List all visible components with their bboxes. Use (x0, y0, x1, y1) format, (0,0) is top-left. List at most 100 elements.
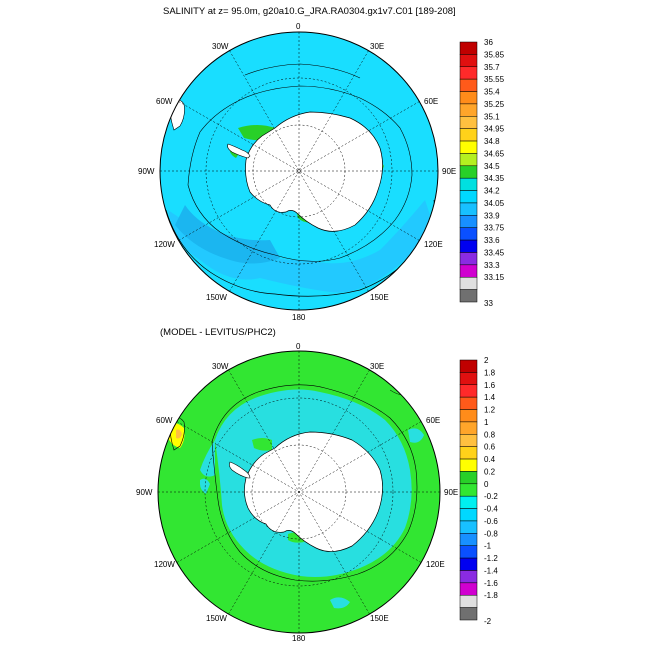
top-colorbar-label: 34.95 (484, 125, 505, 134)
top-lon-0: 0 (296, 22, 301, 31)
bottom-colorbar-label: 1.6 (484, 381, 496, 390)
bottom-colorbar-swatch (459, 396, 478, 410)
top-colorbar-label: 33.75 (484, 224, 505, 233)
bottom-lon-labels: 0 30E 60E 90E 120E 150E 180 150W 120W 90… (136, 342, 458, 643)
top-colorbar-swatch (459, 165, 478, 179)
top-colorbar-label: 33.3 (484, 261, 500, 270)
bottom-colorbar-label: -1.8 (484, 591, 498, 600)
bottom-lon-30w: 30W (212, 362, 229, 371)
bottom-colorbar-label: 1.8 (484, 368, 496, 377)
top-contour-north (244, 63, 361, 79)
bottom-colorbar-swatch (459, 409, 478, 423)
bottom-colorbar-label: -2 (484, 617, 492, 626)
top-colorbar-label: 35.55 (484, 75, 505, 84)
bottom-colorbar-swatch (459, 359, 478, 373)
top-colorbar-label: 36 (484, 38, 493, 47)
bottom-colorbar: 2 1.8 1.6 1.4 1.2 1 0.8 0.6 0.4 0.2 0 -0.2 -0.4 -0.6 -… (459, 356, 498, 626)
bottom-colorbar-label: -0.2 (484, 492, 498, 501)
top-colorbar-swatch (459, 252, 478, 266)
top-colorbar-swatch (459, 177, 478, 191)
bottom-colorbar-swatch (459, 495, 478, 509)
top-colorbar-label: 34.35 (484, 174, 505, 183)
top-colorbar-label: 33 (484, 299, 493, 308)
bottom-colorbar-swatch (459, 582, 478, 596)
top-colorbar-label: 34.65 (484, 149, 505, 158)
bottom-colorbar-label: -1.2 (484, 554, 498, 563)
bottom-colorbar-swatch (459, 471, 478, 485)
bottom-contour-ring (211, 384, 418, 582)
top-colorbar-label: 35.85 (484, 50, 505, 59)
bottom-lon-0: 0 (296, 342, 301, 351)
bottom-colorbar-label: -1.4 (484, 566, 498, 575)
bottom-colorbar-label: 0.2 (484, 467, 496, 476)
top-colorbar-swatch (459, 103, 478, 117)
top-colorbar-swatch (459, 239, 478, 253)
top-colorbar-label: 33.45 (484, 248, 505, 257)
bottom-cyan-patch-2 (408, 428, 424, 443)
bottom-colorbar-label: 0.4 (484, 455, 496, 464)
bottom-anomaly-orange (176, 429, 182, 439)
bottom-lon-150e: 150E (370, 614, 389, 623)
top-colorbar-label: 34.8 (484, 137, 500, 146)
bottom-colorbar-label: 0.6 (484, 443, 496, 452)
top-colorbar-swatch (459, 202, 478, 216)
bottom-colorbar-label: 1.2 (484, 406, 496, 415)
top-lon-120e: 120E (424, 240, 443, 249)
top-lon-120w: 120W (154, 240, 175, 249)
bottom-antarctica (244, 431, 383, 552)
top-lon-30w: 30W (212, 42, 229, 51)
top-colorbar-label: 33.15 (484, 273, 505, 282)
bottom-map (158, 351, 440, 633)
bottom-lon-30e: 30E (370, 362, 384, 371)
bottom-panel: (MODEL - LEVITUS/PHC2) (136, 327, 498, 643)
top-lon-150w: 150W (206, 293, 227, 302)
bottom-lon-90e: 90E (444, 488, 458, 497)
bottom-title: (MODEL - LEVITUS/PHC2) (160, 327, 276, 338)
top-colorbar-label: 34.05 (484, 199, 505, 208)
bottom-colorbar-label: 1 (484, 418, 489, 427)
bottom-colorbar-swatch (459, 594, 478, 608)
top-colorbar-label: 35.25 (484, 100, 505, 109)
top-colorbar-swatch (459, 227, 478, 241)
top-colorbar-label: 34.5 (484, 162, 500, 171)
bottom-colorbar-swatch (459, 372, 478, 386)
bottom-colorbar-swatch (459, 483, 478, 497)
bottom-cyan-tongue (200, 440, 215, 477)
top-lon-60e: 60E (424, 97, 438, 106)
top-colorbar-swatch (459, 91, 478, 105)
bottom-colorbar-label: 2 (484, 356, 489, 365)
top-colorbar-swatch (459, 264, 478, 278)
top-lon-150e: 150E (370, 293, 389, 302)
top-map (160, 32, 438, 310)
bottom-colorbar-label: -1.6 (484, 579, 498, 588)
bottom-peninsula (229, 461, 251, 479)
top-panel: SALINITY at z= 95.0m, g20a10.G_JRA.RA030… (138, 6, 505, 322)
bottom-colorbar-label: 1.4 (484, 393, 496, 402)
top-lon-labels: 0 30E 60E 90E 120E 150E 180 150W 120W 90… (138, 22, 456, 322)
top-colorbar-label: 33.6 (484, 236, 500, 245)
bottom-colorbar-label: 0.8 (484, 430, 496, 439)
bottom-colorbar-swatch (459, 557, 478, 571)
top-colorbar-swatch (459, 190, 478, 204)
top-colorbar-swatch (459, 66, 478, 80)
top-colorbar-swatch (459, 215, 478, 228)
top-colorbar-swatch (459, 41, 478, 55)
top-colorbar-label: 34.2 (484, 187, 500, 196)
top-lon-90w: 90W (138, 167, 155, 176)
top-lon-60w: 60W (156, 97, 173, 106)
bottom-graticule (158, 351, 440, 633)
top-colorbar-swatch (459, 78, 478, 92)
top-colorbar-swatch (459, 276, 478, 290)
bottom-colorbar-swatch (459, 421, 478, 435)
bottom-colorbar-swatch (459, 508, 478, 522)
top-colorbar-swatch (459, 54, 478, 68)
bottom-lon-120w: 120W (154, 560, 175, 569)
top-map-border (159, 31, 439, 311)
top-lon-90e: 90E (442, 167, 456, 176)
top-title: SALINITY at z= 95.0m, g20a10.G_JRA.RA030… (163, 6, 456, 17)
bottom-shelf-weddell (252, 438, 272, 451)
top-ring-band (168, 200, 430, 293)
bottom-colorbar-label: -1 (484, 542, 492, 551)
bottom-colorbar-swatch (459, 446, 478, 460)
